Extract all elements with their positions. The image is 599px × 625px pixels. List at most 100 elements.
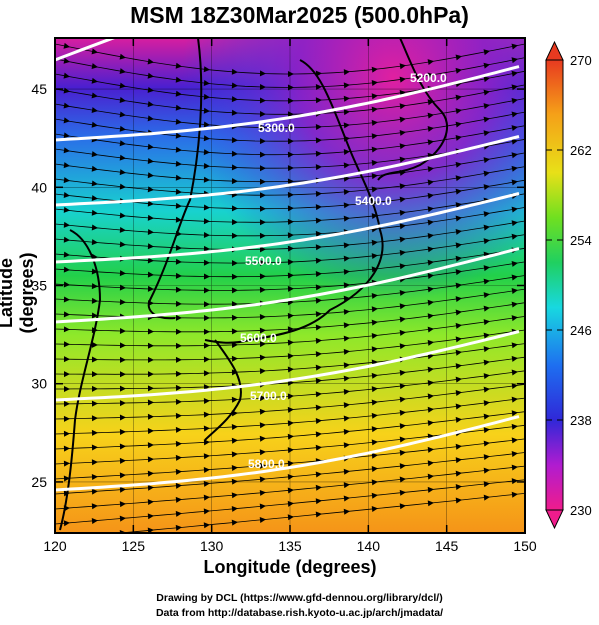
wind-arrow <box>259 70 266 77</box>
wind-arrow <box>343 348 350 355</box>
wind-arrow <box>203 328 210 335</box>
wind-arrow <box>315 271 322 278</box>
wind-arrow <box>259 178 266 185</box>
wind-arrow <box>119 299 126 306</box>
wind-arrow <box>287 138 294 145</box>
wind-arrow <box>287 272 294 279</box>
wind-arrow <box>175 314 182 321</box>
wind-arrow <box>91 371 98 378</box>
wind-arrow <box>427 139 434 146</box>
wind-arrow <box>259 476 266 483</box>
wind-arrow <box>315 164 322 171</box>
wind-arrow <box>343 82 350 89</box>
wind-arrow <box>455 269 462 276</box>
wind-arrow <box>175 510 182 517</box>
wind-arrow <box>175 118 182 125</box>
wind-arrow <box>455 255 462 262</box>
wind-arrow <box>119 501 126 508</box>
y-tick-label: 40 <box>31 179 47 195</box>
wind-arrow <box>175 454 182 461</box>
wind-arrow <box>315 444 322 451</box>
wind-arrow <box>259 449 266 456</box>
wind-arrow <box>259 192 266 199</box>
wind-arrow <box>231 68 238 75</box>
wind-arrow <box>455 457 462 464</box>
wind-arrow <box>511 233 518 240</box>
wind-arrow <box>343 415 350 422</box>
wind-arrow <box>315 97 322 104</box>
wind-arrow <box>511 478 518 485</box>
wind-arrow <box>63 356 70 363</box>
wind-arrow <box>63 221 70 228</box>
wind-arrow <box>511 70 518 77</box>
wind-arrow <box>511 220 518 227</box>
contour-label: 5800.0 <box>248 457 285 471</box>
wind-arrow <box>511 43 518 50</box>
wind-arrow <box>259 205 266 212</box>
y-tick-label: 25 <box>31 474 47 490</box>
wind-arrow <box>315 284 322 291</box>
wind-arrow <box>203 273 210 280</box>
wind-arrow <box>315 124 322 131</box>
wind-arrow <box>203 314 210 321</box>
wind-arrow <box>147 442 154 449</box>
wind-arrow <box>119 443 126 450</box>
wind-arrow <box>259 354 266 361</box>
wind-arrow <box>231 451 238 458</box>
x-tick-label: 135 <box>278 538 302 554</box>
wind-arrow <box>203 397 210 404</box>
wind-arrow <box>455 376 462 383</box>
wind-arrow <box>147 470 154 477</box>
wind-arrow <box>259 408 266 415</box>
wind-arrow <box>203 121 210 128</box>
wind-arrow <box>231 492 238 499</box>
wind-arrow <box>483 481 490 488</box>
wind-arrow <box>315 137 322 144</box>
contour-line <box>55 415 520 492</box>
wind-arrow <box>343 362 350 369</box>
y-tick-label: 30 <box>31 376 47 392</box>
wind-arrow <box>175 370 182 377</box>
wind-arrow <box>483 238 490 245</box>
wind-arrow <box>427 125 434 132</box>
wind-arrow <box>371 426 378 433</box>
wind-arrow <box>175 188 182 195</box>
colorbar-max-triangle <box>545 40 564 61</box>
wind-arrow <box>91 48 98 55</box>
wind-arrow <box>175 202 182 209</box>
wind-arrow <box>147 399 154 406</box>
wind-arrow <box>175 132 182 139</box>
wind-arrow <box>399 143 406 150</box>
wind-arrow <box>483 211 490 218</box>
wind-arrow <box>399 369 406 376</box>
wind-arrow <box>259 219 266 226</box>
wind-arrow <box>371 239 378 246</box>
wind-arrow <box>119 270 126 277</box>
colorbar-tick-label: 270 <box>570 53 592 68</box>
wind-arrow <box>343 388 350 395</box>
wind-arrow <box>119 82 126 89</box>
wind-arrow <box>343 95 350 102</box>
wind-arrow <box>371 253 378 260</box>
wind-arrow <box>231 178 238 185</box>
wind-arrow <box>119 400 126 407</box>
wind-arrow <box>371 66 378 73</box>
wind-arrow <box>399 489 406 496</box>
wind-arrow <box>399 409 406 416</box>
wind-arrow <box>315 311 322 318</box>
wind-arrow <box>511 138 518 145</box>
wind-arrow <box>511 301 518 308</box>
wind-arrow <box>315 511 322 518</box>
wind-arrow <box>119 212 126 219</box>
wind-arrow <box>175 244 182 251</box>
wind-arrow <box>259 422 266 429</box>
wind-arrow <box>175 216 182 223</box>
wind-arrow <box>287 433 294 440</box>
wind-arrow <box>483 400 490 407</box>
wind-arrow <box>455 161 462 168</box>
wind-arrow <box>315 204 322 211</box>
wind-arrow <box>259 273 266 280</box>
wind-arrow <box>259 259 266 266</box>
wind-arrow <box>203 149 210 156</box>
wind-arrow <box>231 96 238 103</box>
